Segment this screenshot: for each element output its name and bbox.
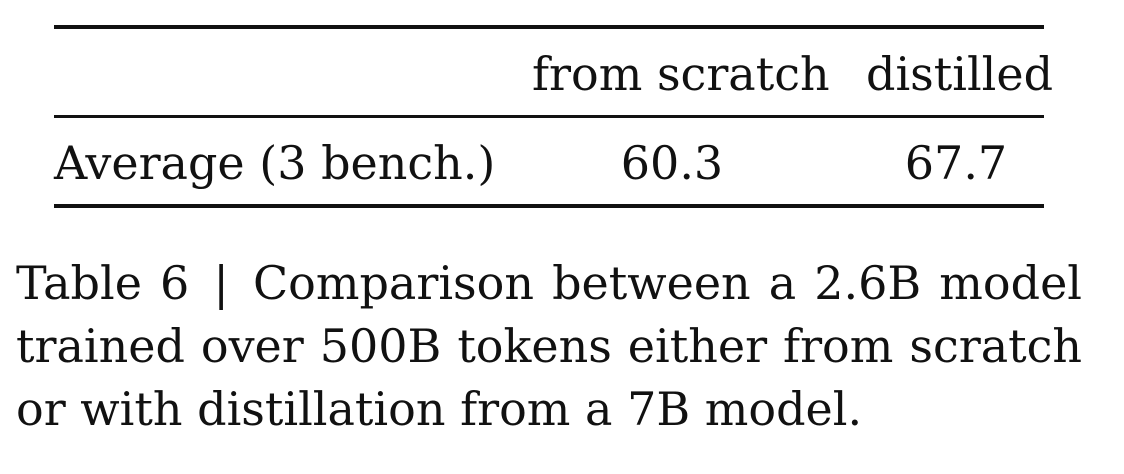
header-from-scratch: from scratch <box>532 47 830 101</box>
row-label: Average (3 bench.) <box>54 136 496 190</box>
results-table: from scratch distilled Average (3 bench.… <box>54 25 1054 208</box>
caption-separator: | <box>213 256 229 310</box>
table-top-rule <box>54 25 1044 29</box>
value-distilled: 67.7 <box>904 136 1008 190</box>
caption-label: Table 6 <box>16 256 190 310</box>
table-row: Average (3 bench.) 60.3 67.7 <box>54 118 1044 204</box>
table-caption: Table 6 | Comparison between a 2.6B mode… <box>16 252 1082 441</box>
table-bottom-rule <box>54 204 1044 208</box>
table-header-row: from scratch distilled <box>54 29 1054 115</box>
value-from-scratch: 60.3 <box>620 136 724 190</box>
table-mid-rule <box>54 115 1044 118</box>
header-distilled: distilled <box>866 47 1054 101</box>
caption-text: Comparison between a 2.6B model trained … <box>16 256 1083 436</box>
